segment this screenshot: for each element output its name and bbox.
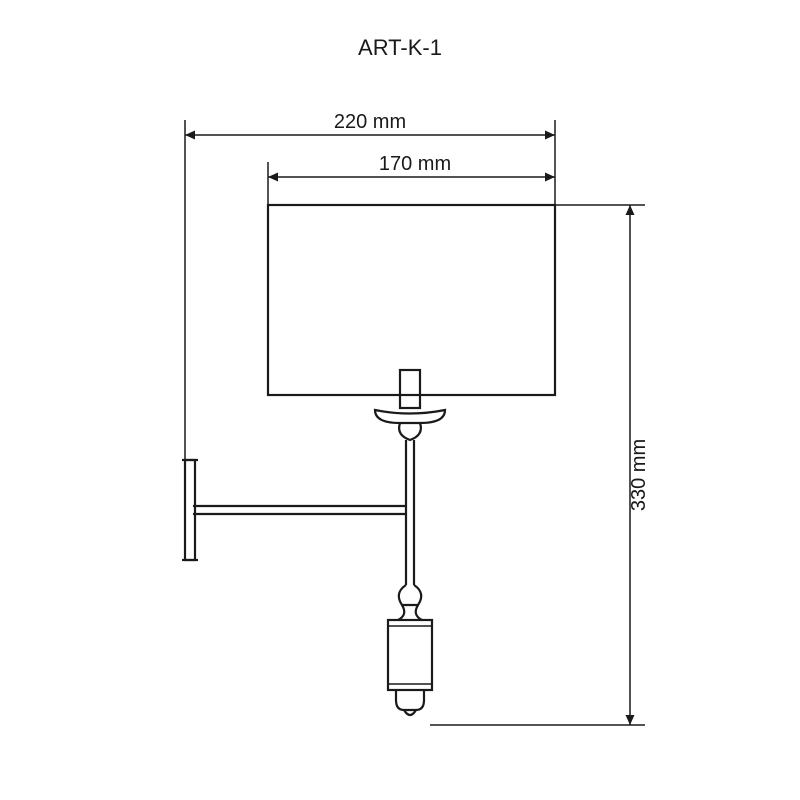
knob-lower: [399, 585, 421, 605]
finial-tip: [396, 690, 424, 710]
dimension-label-width-outer: 220 mm: [334, 111, 406, 133]
dimension-label-height: 330 mm: [628, 439, 650, 511]
dimension-label-width-inner: 170 mm: [379, 153, 451, 175]
knob-upper: [399, 423, 421, 440]
technical-drawing: ART-K-1 220 mm 170 mm 330 mm: [0, 0, 800, 800]
lamp-shade: [268, 205, 555, 395]
drawing-title: ART-K-1: [358, 35, 442, 60]
bobeche: [375, 410, 445, 423]
finial-cylinder: [388, 620, 432, 690]
candle-tube: [400, 370, 420, 408]
wall-bracket: [185, 460, 195, 560]
